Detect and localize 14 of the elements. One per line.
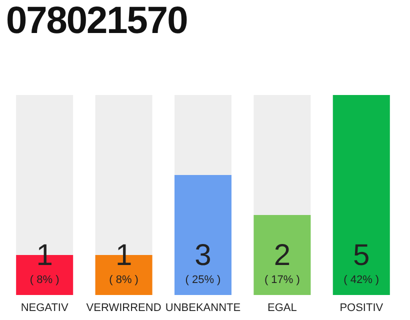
annotation: ( 8% ) — [30, 274, 60, 286]
data-label: 2 — [274, 239, 291, 272]
x-tick-label: POSITIV — [340, 302, 384, 314]
x-tick-label: VERWIRREND — [86, 302, 162, 314]
x-tick-label: UNBEKANNTE — [165, 302, 241, 314]
chart-title: 078021570 — [6, 0, 188, 43]
annotation: ( 8% ) — [109, 274, 138, 286]
data-label: 5 — [353, 239, 370, 272]
annotation: ( 17% ) — [264, 274, 300, 286]
annotation: ( 42% ) — [344, 274, 380, 286]
data-label: 3 — [194, 239, 212, 272]
x-tick-label: NEGATIV — [20, 302, 69, 314]
x-tick-label: EGAL — [268, 302, 297, 314]
annotation: ( 25% ) — [185, 274, 221, 286]
